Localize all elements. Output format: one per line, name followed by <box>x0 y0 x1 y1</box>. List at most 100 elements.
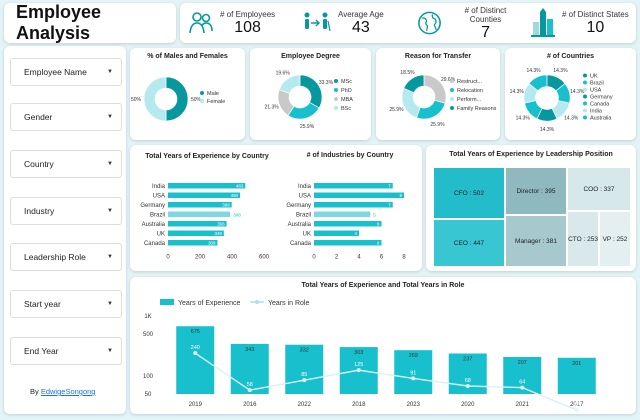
byline: By EdwigeSongong <box>30 387 95 396</box>
chart-title: % of Males and Females <box>147 53 228 60</box>
data-label: 207 <box>518 360 527 366</box>
degree-donut-chart: 33.3% 25.9% 21.3% 19.6% MSc PhD MBA BSc <box>265 70 354 130</box>
tick-label: 600 <box>259 255 270 261</box>
tick-label: 2019 <box>189 402 203 408</box>
line-point <box>574 408 579 412</box>
legend-swatch <box>450 97 454 101</box>
treemap-cell[interactable]: Manager : 381 <box>505 215 567 267</box>
employee-name-filter[interactable]: Employee Name ▼ <box>10 58 122 86</box>
country-filter[interactable]: Country ▼ <box>10 150 122 178</box>
legend-swatch <box>334 97 338 101</box>
caret-down-icon: ▼ <box>107 348 113 354</box>
transfer-donut-chart: 29.6% 25.9% 25.9% 18.5% Restruct... Relocatio… <box>389 70 496 128</box>
bar <box>168 192 240 198</box>
gender-filter[interactable]: Gender ▼ <box>10 103 122 131</box>
city-icon <box>531 8 555 37</box>
category-label: UK <box>157 232 165 238</box>
bar <box>168 211 231 217</box>
line-point <box>465 383 470 388</box>
legend-swatch <box>450 88 454 92</box>
legend-label: Male <box>207 91 219 97</box>
legend-label: MBA <box>341 97 353 103</box>
data-label: 14.3% <box>553 68 568 74</box>
data-label: 14.3% <box>526 68 541 74</box>
bar <box>168 183 246 189</box>
data-label: 91 <box>410 370 416 376</box>
tick-label: 500 <box>143 332 154 338</box>
filter-panel: Employee Name ▼ Gender ▼ Country ▼ Industry… <box>4 46 126 414</box>
data-label: 332 <box>300 348 309 354</box>
data-label: 14.3% <box>510 89 525 95</box>
treemap-label: CTO : 253 <box>568 235 598 243</box>
leadership-role-filter[interactable]: Leadership Role ▼ <box>10 243 122 271</box>
category-label: Australia <box>288 222 312 228</box>
tick-label: 400 <box>227 255 238 261</box>
filter-label: End Year <box>24 346 59 356</box>
bar <box>176 326 215 394</box>
bar <box>314 211 371 217</box>
legend-swatch <box>583 87 587 92</box>
experience-role-card: Total Years of Experience and Total Year… <box>130 277 636 414</box>
degree-donut-card: Employee Degree 33.3% 25.9% 21.3% 19.6% MSc P… <box>250 48 371 140</box>
data-label: 64 <box>519 380 525 386</box>
filter-label: Leadership Role <box>24 252 86 262</box>
bar <box>314 221 382 227</box>
donut-slice <box>401 87 421 119</box>
data-label: 5 <box>373 212 376 217</box>
countries-donut-chart: 14.3% 14.3% 14.3% 14.3% 14.3% 14.3% 14.3% UKBra… <box>510 68 613 133</box>
treemap-cell[interactable]: CTO : 253 <box>567 211 599 267</box>
tick-label: 200 <box>195 255 206 261</box>
donut-slice <box>416 99 446 120</box>
data-label: 50% <box>191 97 202 103</box>
legend-label: BSc <box>341 106 351 112</box>
data-label: 19.6% <box>276 70 291 76</box>
category-label: Brazil <box>296 213 311 219</box>
treemap-cell[interactable]: COO : 337 <box>567 167 631 211</box>
industry-filter[interactable]: Industry ▼ <box>10 197 122 225</box>
legend-swatch <box>583 108 587 113</box>
bar <box>285 344 324 394</box>
author-link[interactable]: EdwigeSongong <box>40 387 96 396</box>
data-label: 33.3% <box>319 80 334 86</box>
legend-label: Canada <box>590 102 610 108</box>
data-label: 68 <box>465 378 471 384</box>
legend-swatch <box>450 79 454 83</box>
end-year-filter[interactable]: End Year ▼ <box>10 337 122 365</box>
kpi-counties: # of Distinct Counties 7 <box>408 6 522 41</box>
bar <box>168 202 232 208</box>
category-label: USA <box>153 194 165 200</box>
data-label: 675 <box>191 329 200 335</box>
legend-label: Female <box>207 99 225 105</box>
legend-label: Brazil <box>590 81 604 87</box>
donut-slice <box>165 76 189 122</box>
treemap-cell[interactable]: VP : 252 <box>599 211 631 267</box>
legend-label: Restruct... <box>457 79 483 85</box>
start-year-filter[interactable]: Start year ▼ <box>10 290 122 318</box>
treemap-cell[interactable]: Director : 395 <box>505 167 567 215</box>
filter-label: Country <box>24 159 54 169</box>
experience-role-combo-chart: Years of Experience Years in Role 1K 500 100… <box>143 299 596 412</box>
legend-label: Years in Role <box>268 300 309 307</box>
data-label: 7 <box>388 184 391 189</box>
data-label: 349 <box>215 231 223 236</box>
chart-title: Employee Degree <box>281 53 340 60</box>
industries-by-country-chart: India 7 USA 8 Germany 7 Brazil 5 Australia 6 UK 4 Ca… <box>286 183 406 261</box>
bar <box>314 240 382 246</box>
caret-down-icon: ▼ <box>107 254 113 260</box>
treemap-label: Director : 395 <box>516 187 556 195</box>
treemap-cell[interactable]: CEO : 447 <box>433 219 505 267</box>
data-label: 450 <box>231 193 239 198</box>
data-label: 269 <box>409 353 418 359</box>
treemap-cell[interactable]: CFO : 502 <box>433 167 505 219</box>
tick-label: 8 <box>402 255 406 261</box>
bar <box>314 183 393 189</box>
series-line <box>194 352 578 411</box>
treemap-label: VP : 252 <box>602 235 628 243</box>
chart-title: # of Countries <box>546 53 595 60</box>
line-point <box>520 385 525 390</box>
tick-label: 1K <box>144 314 151 320</box>
kpi-label: # of Employees <box>220 10 276 19</box>
bar <box>557 357 596 394</box>
title-card: Employee Analysis <box>4 2 176 43</box>
tick-label: 0 <box>312 255 316 261</box>
